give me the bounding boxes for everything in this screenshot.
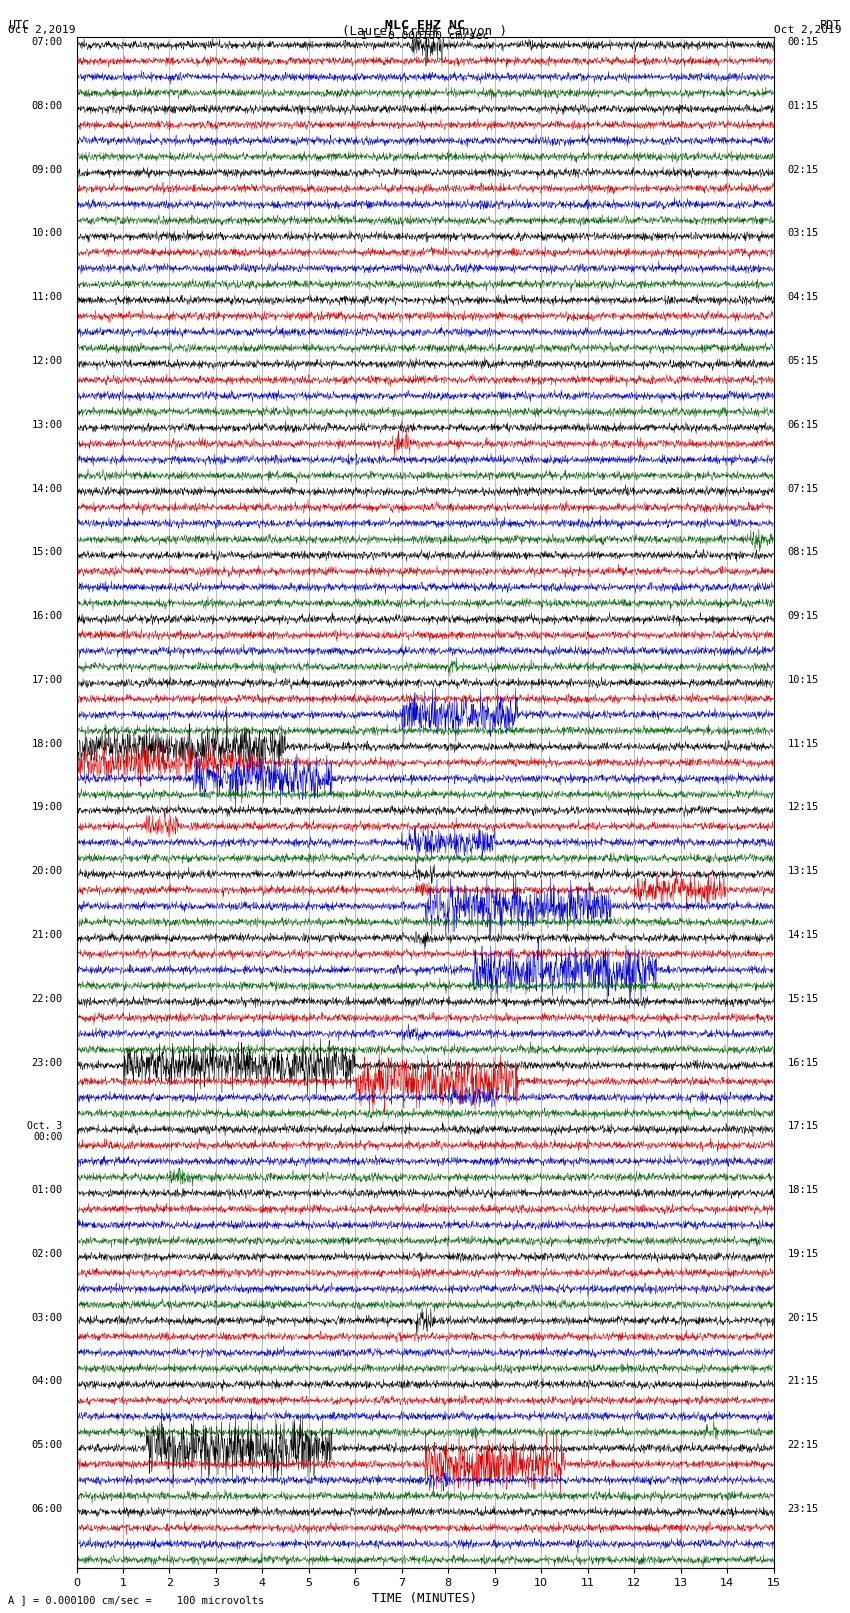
Text: 01:15: 01:15 — [787, 102, 819, 111]
Text: 22:00: 22:00 — [31, 994, 63, 1003]
Text: 13:00: 13:00 — [31, 419, 63, 429]
Text: 06:00: 06:00 — [31, 1503, 63, 1515]
Text: 18:15: 18:15 — [787, 1186, 819, 1195]
Text: Oct 2,2019: Oct 2,2019 — [774, 24, 842, 35]
Text: 07:00: 07:00 — [31, 37, 63, 47]
Text: 10:15: 10:15 — [787, 674, 819, 686]
Text: 20:15: 20:15 — [787, 1313, 819, 1323]
Text: 11:15: 11:15 — [787, 739, 819, 748]
Text: 08:00: 08:00 — [31, 102, 63, 111]
Text: 05:00: 05:00 — [31, 1440, 63, 1450]
Text: 00:15: 00:15 — [787, 37, 819, 47]
Text: 04:15: 04:15 — [787, 292, 819, 302]
Text: 14:15: 14:15 — [787, 931, 819, 940]
Text: 19:00: 19:00 — [31, 803, 63, 813]
Text: 09:00: 09:00 — [31, 165, 63, 174]
Text: 10:00: 10:00 — [31, 229, 63, 239]
Text: 19:15: 19:15 — [787, 1248, 819, 1258]
Text: 21:15: 21:15 — [787, 1376, 819, 1387]
Text: 09:15: 09:15 — [787, 611, 819, 621]
Text: 04:00: 04:00 — [31, 1376, 63, 1387]
Text: 17:15: 17:15 — [787, 1121, 819, 1131]
Text: 03:15: 03:15 — [787, 229, 819, 239]
Text: I = 0.000100 cm/sec: I = 0.000100 cm/sec — [361, 31, 489, 40]
Text: 11:00: 11:00 — [31, 292, 63, 302]
Text: 17:00: 17:00 — [31, 674, 63, 686]
Text: 20:00: 20:00 — [31, 866, 63, 876]
Text: 05:15: 05:15 — [787, 356, 819, 366]
Text: 16:15: 16:15 — [787, 1058, 819, 1068]
Text: 14:00: 14:00 — [31, 484, 63, 494]
Text: 18:00: 18:00 — [31, 739, 63, 748]
Text: 23:15: 23:15 — [787, 1503, 819, 1515]
Text: 12:00: 12:00 — [31, 356, 63, 366]
Text: 15:00: 15:00 — [31, 547, 63, 558]
Text: Oct. 3
00:00: Oct. 3 00:00 — [27, 1121, 63, 1142]
Text: 22:15: 22:15 — [787, 1440, 819, 1450]
Text: MLC EHZ NC: MLC EHZ NC — [385, 18, 465, 32]
Text: 02:15: 02:15 — [787, 165, 819, 174]
Text: 01:00: 01:00 — [31, 1186, 63, 1195]
Text: Oct 2,2019: Oct 2,2019 — [8, 24, 76, 35]
Text: 16:00: 16:00 — [31, 611, 63, 621]
X-axis label: TIME (MINUTES): TIME (MINUTES) — [372, 1592, 478, 1605]
Text: 13:15: 13:15 — [787, 866, 819, 876]
Text: A ] = 0.000100 cm/sec =    100 microvolts: A ] = 0.000100 cm/sec = 100 microvolts — [8, 1595, 264, 1605]
Text: 12:15: 12:15 — [787, 803, 819, 813]
Text: 07:15: 07:15 — [787, 484, 819, 494]
Text: 02:00: 02:00 — [31, 1248, 63, 1258]
Text: 21:00: 21:00 — [31, 931, 63, 940]
Text: 03:00: 03:00 — [31, 1313, 63, 1323]
Text: 15:15: 15:15 — [787, 994, 819, 1003]
Text: 23:00: 23:00 — [31, 1058, 63, 1068]
Text: UTC: UTC — [8, 18, 30, 32]
Text: 08:15: 08:15 — [787, 547, 819, 558]
Text: PDT: PDT — [820, 18, 842, 32]
Text: (Laurel Creek Canyon ): (Laurel Creek Canyon ) — [343, 24, 507, 39]
Text: 06:15: 06:15 — [787, 419, 819, 429]
